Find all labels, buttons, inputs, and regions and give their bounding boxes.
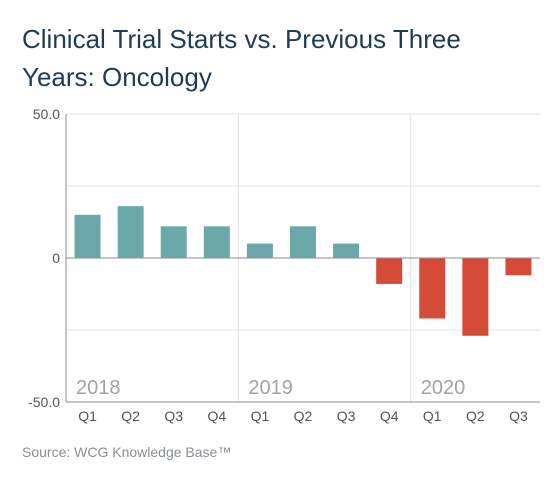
bar xyxy=(246,243,273,258)
x-tick-label: Q2 xyxy=(466,408,485,424)
chart-title-line-1: Clinical Trial Starts vs. Previous Three xyxy=(22,24,461,54)
chart-title-line-2: Years: Oncology xyxy=(22,62,212,92)
chart-title: Clinical Trial Starts vs. Previous Three… xyxy=(22,20,542,96)
year-label: 2020 xyxy=(421,377,466,399)
y-tick-label: 0 xyxy=(52,250,60,266)
x-tick-label: Q1 xyxy=(423,408,442,424)
x-tick-label: Q4 xyxy=(380,408,399,424)
year-label: 2019 xyxy=(248,377,293,399)
bar xyxy=(203,226,230,258)
bar xyxy=(505,258,532,276)
bar xyxy=(160,226,187,258)
bar xyxy=(462,258,489,336)
x-tick-label: Q3 xyxy=(164,408,183,424)
y-tick-label: 50.0 xyxy=(33,106,60,122)
x-tick-label: Q1 xyxy=(251,408,270,424)
bar xyxy=(376,258,403,284)
x-tick-label: Q2 xyxy=(121,408,140,424)
x-tick-label: Q3 xyxy=(509,408,528,424)
x-tick-label: Q1 xyxy=(78,408,97,424)
bar xyxy=(419,258,446,319)
grid-lines xyxy=(66,113,540,403)
y-tick-label: -50.0 xyxy=(28,394,60,410)
x-tick-label: Q2 xyxy=(294,408,313,424)
bar xyxy=(74,214,101,258)
x-tick-label: Q4 xyxy=(207,408,226,424)
axes xyxy=(65,114,540,403)
year-label: 2018 xyxy=(76,377,121,399)
bar xyxy=(117,206,144,258)
bar xyxy=(333,243,360,258)
labels: 50.0 0 -50.0 Q1 Q2 Q3 Q4 Q1 Q2 Q3 Q4 Q1 Q2 Q3 2018 2019… xyxy=(28,106,528,424)
source-note: Source: WCG Knowledge Base™ xyxy=(22,444,232,460)
bar xyxy=(290,226,316,258)
bar-chart: 50.0 0 -50.0 Q1 Q2 Q3 Q4 Q1 Q2 Q3 Q4 Q1 Q2 Q3 2018 2019… xyxy=(28,106,540,424)
bars xyxy=(74,206,532,336)
x-tick-label: Q3 xyxy=(337,408,356,424)
